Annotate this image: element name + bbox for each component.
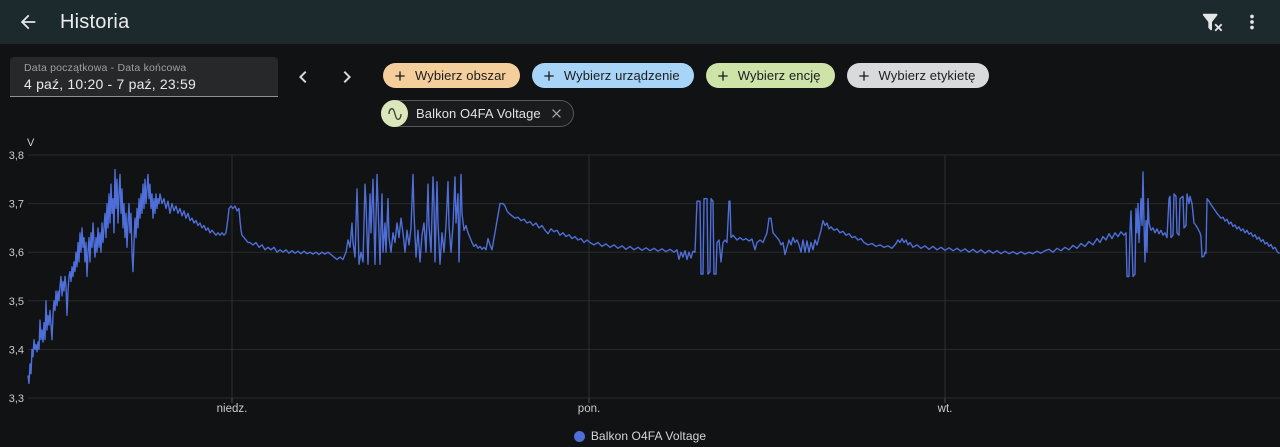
svg-text:3,8: 3,8	[9, 150, 24, 162]
date-range-field[interactable]: Data początkowa - Data końcowa 4 paź, 10…	[10, 57, 278, 97]
entity-remove-button[interactable]	[549, 106, 564, 121]
page-title: Historia	[60, 10, 130, 33]
svg-text:pon.: pon.	[578, 403, 600, 415]
plus-icon	[541, 68, 557, 84]
svg-text:3,3: 3,3	[9, 393, 24, 405]
chevron-left-icon	[299, 71, 307, 83]
entity-chip-label: Balkon O4FA Voltage	[416, 106, 541, 121]
svg-text:3,4: 3,4	[9, 344, 24, 356]
chevron-right-icon	[343, 71, 351, 83]
chip-label: Wybierz urządzenie	[563, 68, 680, 83]
svg-text:3,6: 3,6	[9, 247, 24, 259]
svg-text:V: V	[27, 137, 35, 149]
filter-remove-icon	[1202, 13, 1223, 32]
svg-text:niedz.: niedz.	[217, 403, 248, 415]
chart-legend: Balkon O4FA Voltage	[0, 425, 1280, 447]
select-entity-chip[interactable]: Wybierz encję	[705, 63, 835, 88]
sine-wave-icon	[387, 107, 402, 120]
date-range-label: Data początkowa - Data końcowa	[24, 62, 187, 74]
legend-dot	[573, 430, 585, 442]
svg-text:wt.: wt.	[937, 403, 953, 415]
entity-avatar	[381, 100, 408, 127]
prev-period-button[interactable]	[285, 59, 321, 95]
chip-label: Wybierz encję	[737, 68, 821, 83]
filter-clear-button[interactable]	[1192, 2, 1232, 42]
chip-label: Wybierz etykietę	[878, 68, 976, 83]
date-range-value: 4 paź, 10:20 - 7 paź, 23:59	[24, 76, 196, 92]
filter-chip-row: Wybierz obszar Wybierz urządzenie Wybier…	[383, 63, 990, 88]
dots-vertical-icon	[1250, 14, 1254, 30]
legend-item[interactable]: Balkon O4FA Voltage	[573, 429, 707, 443]
plus-icon	[856, 68, 872, 84]
app-header: Historia	[0, 0, 1280, 44]
select-label-chip[interactable]: Wybierz etykietę	[846, 63, 990, 88]
select-device-chip[interactable]: Wybierz urządzenie	[531, 63, 694, 88]
next-period-button[interactable]	[329, 59, 365, 95]
plus-icon	[392, 68, 408, 84]
arrow-left-icon	[20, 14, 36, 30]
plus-icon	[715, 68, 731, 84]
select-area-chip[interactable]: Wybierz obszar	[383, 63, 520, 88]
close-icon	[551, 109, 561, 118]
svg-text:3,5: 3,5	[9, 296, 24, 308]
chip-label: Wybierz obszar	[415, 68, 506, 83]
selected-entity-chip[interactable]: Balkon O4FA Voltage	[381, 100, 574, 127]
back-button[interactable]	[8, 2, 48, 42]
legend-label: Balkon O4FA Voltage	[590, 429, 707, 443]
overflow-menu-button[interactable]	[1232, 2, 1272, 42]
svg-text:3,7: 3,7	[9, 199, 24, 211]
